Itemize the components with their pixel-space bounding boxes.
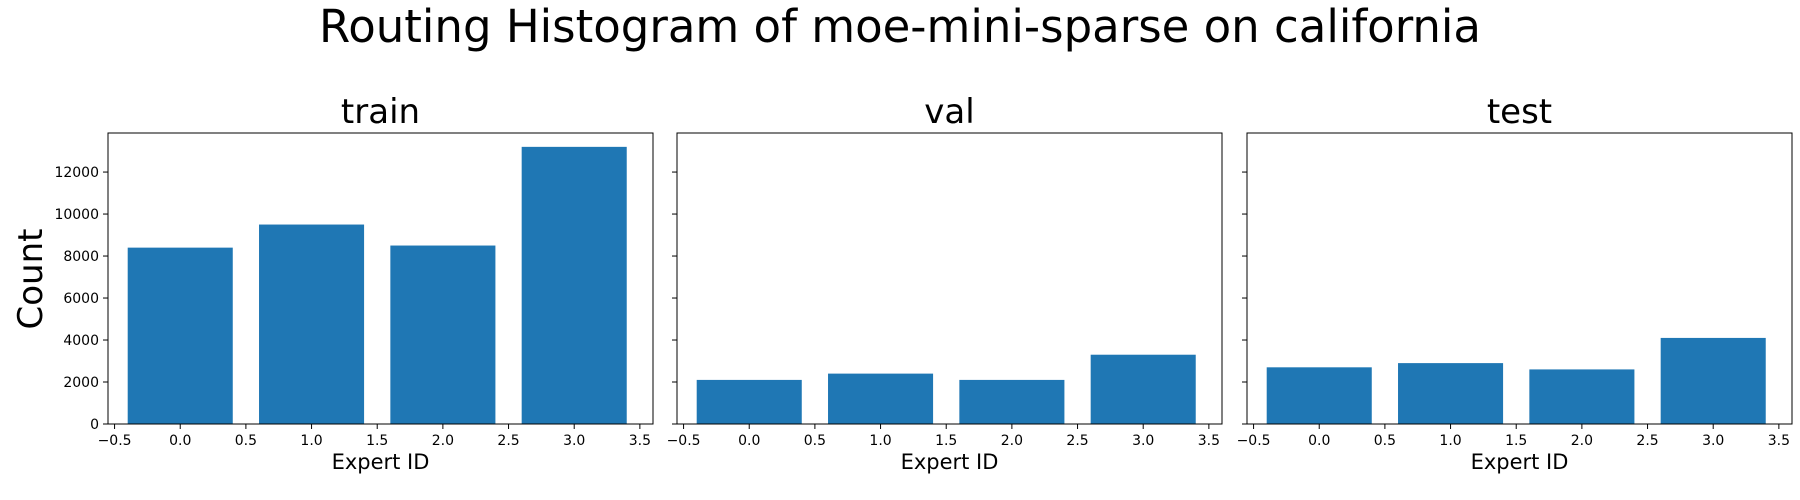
x-tick-label: −0.5 [98,433,132,449]
y-tick-label: 12000 [54,165,99,181]
subplot-title-val: val [924,92,974,132]
x-tick-label: 3.0 [1702,433,1724,449]
x-tick-label: 0.0 [169,433,191,449]
x-tick-label: 1.5 [1505,433,1527,449]
x-tick-label: 1.0 [300,433,322,449]
subplot-title-train: train [341,92,420,132]
bar-train-expert-2 [390,245,496,424]
x-tick-label: 3.5 [1768,433,1790,449]
x-tick-label: 2.5 [1066,433,1088,449]
x-tick-label: 1.0 [869,433,891,449]
subplot-title-test: test [1487,92,1552,132]
x-tick-label: 2.0 [1571,433,1593,449]
x-tick-label: −0.5 [667,433,701,449]
x-axis-label-val: Expert ID [901,450,999,474]
bar-train-expert-0 [127,247,233,424]
x-tick-label: 0.0 [738,433,760,449]
x-tick-label: 0.5 [804,433,826,449]
x-tick-label: 3.0 [563,433,585,449]
bar-val-expert-0 [696,379,802,424]
x-tick-label: 1.5 [935,433,957,449]
bar-train-expert-1 [259,224,365,424]
panel-val: −0.5 0.0 0.5 1.0 1.5 2.0 2.5 3.0 3.5 val Expert ID [667,92,1223,474]
axes-frame-train [107,132,654,425]
bar-test-expert-0 [1266,367,1372,424]
x-tick-label: 2.5 [497,433,519,449]
y-tick-label: 2000 [63,375,99,391]
y-tick-label: 4000 [63,333,99,349]
x-tick-label: 3.5 [1198,433,1220,449]
x-tick-label: 0.5 [235,433,257,449]
x-tick-label: 3.5 [629,433,651,449]
y-tick-label: 6000 [63,291,99,307]
bar-test-expert-1 [1398,363,1504,424]
x-axis-label-train: Expert ID [332,450,430,474]
x-tick-label: 3.0 [1132,433,1154,449]
x-tick-label: 2.0 [1001,433,1023,449]
y-tick-label: 10000 [54,207,99,223]
x-tick-label: 2.5 [1636,433,1658,449]
bar-test-expert-3 [1660,337,1766,424]
bar-train-expert-3 [521,146,627,424]
bar-test-expert-2 [1529,369,1635,424]
bar-val-expert-3 [1090,354,1196,424]
panel-test: −0.5 0.0 0.5 1.0 1.5 2.0 2.5 3.0 3.5 test Expert I… [1237,92,1793,474]
x-tick-label: 1.5 [366,433,388,449]
figure-title: Routing Histogram of moe-mini-sparse on … [319,0,1481,53]
x-tick-label: 0.0 [1308,433,1330,449]
axes-frame-val [676,132,1223,425]
x-tick-label: 1.0 [1439,433,1461,449]
x-tick-label: 2.0 [432,433,454,449]
y-axis-label: Count [11,229,51,330]
y-tick-label: 8000 [63,249,99,265]
x-tick-label: −0.5 [1237,433,1271,449]
x-axis-label-test: Expert ID [1471,450,1569,474]
bar-val-expert-2 [959,379,1065,424]
panel-train: −0.5 0.0 0.5 1.0 1.5 2.0 2.5 3.0 3.5 0 2000 4000 600… [54,92,654,474]
x-tick-label: 0.5 [1374,433,1396,449]
axes-frame-test [1246,132,1793,425]
bar-val-expert-1 [828,373,934,424]
y-tick-label: 0 [90,417,99,433]
